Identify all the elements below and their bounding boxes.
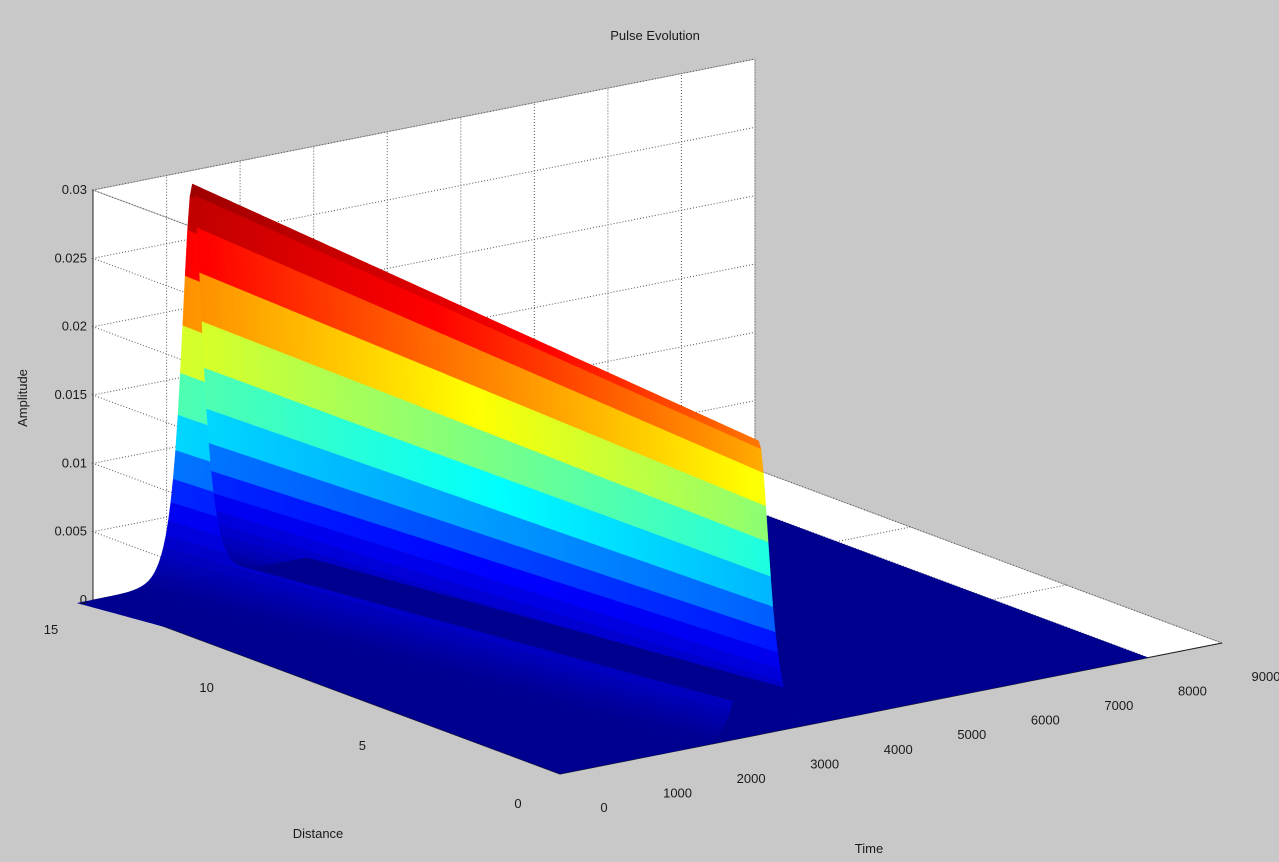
surface-layer [77, 183, 1149, 774]
